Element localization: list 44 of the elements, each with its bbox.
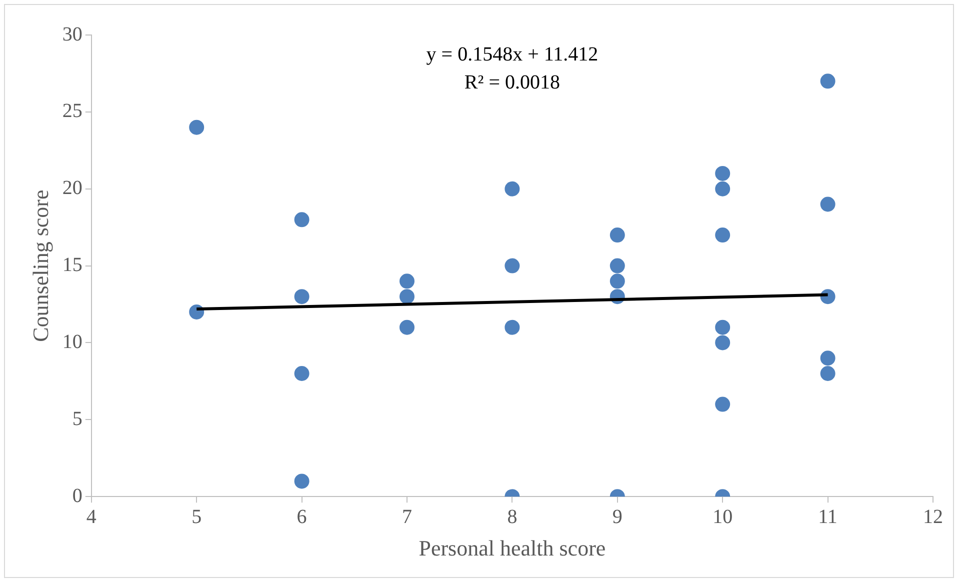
point — [400, 320, 414, 335]
x-axis-title: Personal health score — [418, 536, 606, 561]
point — [715, 228, 730, 243]
y-tick-label: 5 — [72, 408, 82, 430]
point — [504, 181, 520, 196]
point — [294, 289, 310, 304]
point — [610, 228, 625, 243]
x-tick-label: 5 — [192, 506, 202, 528]
point — [820, 350, 836, 366]
y-tick-label: 20 — [62, 177, 82, 200]
point — [189, 120, 204, 135]
x-tick-label: 11 — [818, 506, 838, 528]
y-tick-label: 30 — [62, 23, 82, 46]
point — [610, 274, 625, 289]
y-tick-label: 25 — [62, 100, 82, 122]
point — [400, 289, 414, 304]
x-tick-label: 7 — [402, 506, 412, 528]
point — [715, 181, 730, 196]
x-tick-label: 8 — [507, 506, 518, 528]
y-axis-title: Counseling score — [28, 190, 53, 342]
point — [504, 258, 520, 274]
y-tick-label: 0 — [72, 484, 82, 507]
x-tick-label: 10 — [712, 506, 733, 528]
point — [820, 74, 836, 89]
point — [820, 196, 836, 212]
point — [715, 396, 730, 412]
x-tick-label: 12 — [923, 506, 943, 528]
point — [400, 274, 414, 289]
point — [715, 320, 730, 335]
point — [294, 212, 310, 228]
point — [820, 366, 836, 382]
point — [715, 335, 730, 350]
point — [715, 166, 730, 181]
y-tick-label: 10 — [62, 330, 82, 353]
point — [504, 320, 520, 335]
annotation: R² = 0.0018 — [464, 71, 560, 94]
point — [294, 474, 310, 489]
annotation: y = 0.1548x + 11.412 — [426, 43, 598, 66]
x-tick-label: 6 — [296, 506, 307, 528]
x-tick-label: 4 — [86, 506, 96, 528]
x-tick-label: 9 — [612, 506, 622, 528]
point — [610, 258, 625, 274]
point — [294, 366, 310, 382]
y-tick-label: 15 — [62, 254, 82, 276]
